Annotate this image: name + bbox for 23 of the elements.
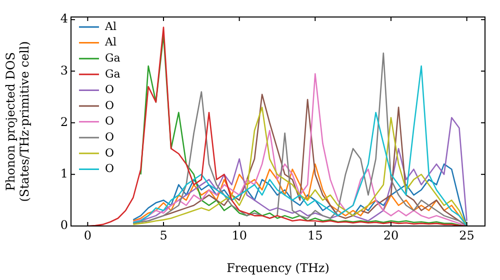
y-tick-label: 2 bbox=[60, 114, 68, 129]
legend-label: O bbox=[105, 130, 114, 144]
y-tick-label: 3 bbox=[60, 63, 68, 78]
y-tick-label: 0 bbox=[60, 218, 68, 232]
x-axis-title: Frequency (THz) bbox=[226, 260, 330, 275]
legend-label: O bbox=[105, 114, 114, 128]
y-tick-label: 4 bbox=[60, 12, 68, 26]
legend-label: Al bbox=[104, 20, 117, 33]
legend-label: Ga bbox=[105, 51, 121, 64]
x-tick-label: 10 bbox=[232, 228, 247, 242]
legend-label: Al bbox=[104, 36, 117, 49]
legend-label: O bbox=[105, 146, 114, 160]
legend-label: O bbox=[105, 83, 114, 96]
y-axis-title: Phonon projected DOS (States/THz·primitive cell) bbox=[3, 41, 32, 202]
x-tick-label: 20 bbox=[383, 228, 399, 242]
x-tick-label: 5 bbox=[160, 228, 168, 242]
legend-label: Ga bbox=[105, 67, 121, 80]
legend-label: O bbox=[105, 162, 114, 176]
x-tick-label: 0 bbox=[84, 228, 92, 242]
legend-label: O bbox=[105, 98, 114, 112]
x-tick-label: 25 bbox=[459, 228, 474, 242]
y-tick-label: 1 bbox=[60, 166, 68, 181]
x-tick-label: 15 bbox=[308, 228, 323, 242]
